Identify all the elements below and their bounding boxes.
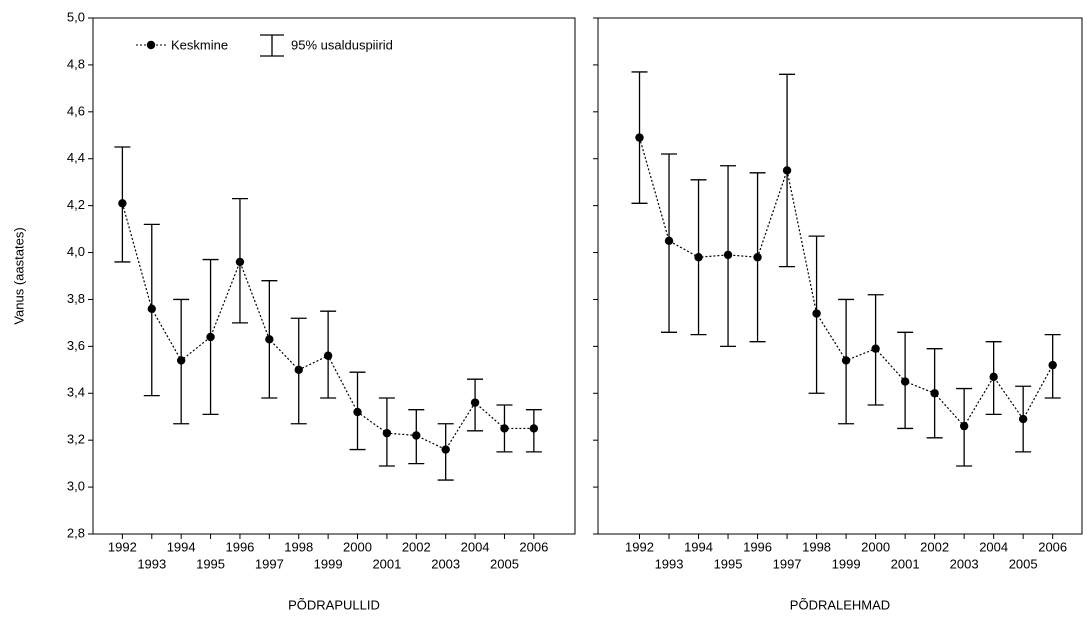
x-tick-label: 1995 [196,556,225,571]
x-tick-label: 1993 [655,556,684,571]
x-tick-label: 1998 [284,539,313,554]
x-tick-label: 2005 [490,556,519,571]
y-tick-label: 4,4 [67,150,85,165]
x-tick-label: 1994 [684,539,713,554]
x-tick-label: 2000 [861,539,890,554]
x-tick-label: 1995 [714,556,743,571]
x-axis-label: PÕDRALEHMAD [790,597,890,612]
mean-point [147,304,156,314]
x-tick-label: 1994 [167,539,196,554]
mean-point [989,372,998,382]
mean-point [294,365,303,375]
y-tick-label: 5,0 [67,9,85,24]
x-tick-label: 1996 [743,539,772,554]
x-tick-label: 1992 [625,539,654,554]
y-tick-label: 4,8 [67,56,85,71]
mean-point [871,344,880,353]
x-tick-label: 2003 [431,556,460,571]
mean-point [841,356,851,365]
x-tick-label: 1997 [255,556,284,571]
y-axis-label: Vanus (aastates) [11,227,26,324]
x-axis-label: PÕDRAPULLID [288,597,380,612]
mean-point [1048,360,1057,370]
x-tick-label: 1993 [137,556,166,571]
mean-point [930,389,939,398]
mean-point [118,199,127,208]
x-tick-label: 2006 [519,539,548,554]
mean-point [235,257,245,267]
x-tick-label: 2001 [891,556,920,571]
mean-point [500,424,509,433]
mean-point [412,431,421,440]
mean-point [265,335,274,344]
mean-point [723,250,733,260]
x-tick-label: 2000 [343,539,372,554]
y-tick-label: 3,0 [67,479,85,494]
mean-point [900,377,910,386]
x-tick-label: 2004 [461,539,490,554]
mean-point [753,253,762,262]
y-tick-label: 3,8 [67,291,85,306]
y-tick-label: 4,0 [67,244,85,259]
x-tick-label: 1992 [108,539,137,554]
mean-point [323,351,333,360]
legend-marker [146,40,156,50]
x-tick-label: 2003 [950,556,979,571]
mean-point [1018,414,1028,424]
mean-point [812,309,821,318]
mean-point [353,407,362,417]
plot-frame [597,17,1083,535]
mean-point [664,236,674,246]
mean-point [176,356,186,365]
mean-point [206,332,215,342]
x-tick-label: 2004 [979,539,1008,554]
y-tick-label: 3,2 [67,432,85,447]
x-tick-label: 1998 [802,539,831,554]
y-tick-label: 2,8 [67,525,85,540]
y-tick-label: 4,2 [67,197,85,212]
legend-label: Keskmine [171,37,228,52]
x-tick-label: 1996 [225,539,254,554]
mean-point [959,421,969,431]
mean-point [382,428,392,438]
mean-point [694,253,703,262]
x-tick-label: 2002 [920,539,949,554]
mean-point [782,166,792,175]
mean-point [441,445,450,454]
x-tick-label: 2001 [372,556,401,571]
legend-label: 95% usalduspiirid [291,37,393,52]
y-tick-label: 3,6 [67,338,85,353]
legend-errorbar [260,34,284,57]
mean-point [529,424,539,433]
x-tick-label: 1999 [314,556,343,571]
x-tick-label: 2006 [1038,539,1067,554]
x-tick-label: 2002 [402,539,431,554]
y-tick-label: 4,6 [67,103,85,118]
mean-point [470,398,480,407]
plot-frame [92,17,576,535]
x-tick-label: 2005 [1009,556,1038,571]
x-tick-label: 1997 [773,556,802,571]
x-tick-label: 1999 [832,556,861,571]
mean-point [635,133,644,142]
y-tick-label: 3,4 [67,385,85,400]
